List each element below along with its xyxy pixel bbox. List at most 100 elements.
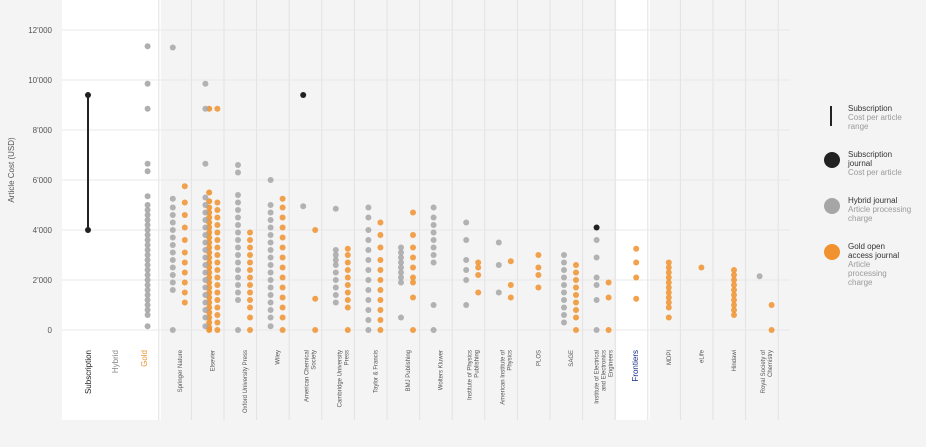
x-category-label: Institute of Electrical <box>595 350 601 404</box>
gold-point <box>344 245 351 252</box>
hybrid-point <box>593 282 600 288</box>
gold-point <box>475 272 482 278</box>
column-highlight <box>616 0 650 420</box>
gold-point <box>573 327 579 333</box>
gold-point <box>535 284 542 291</box>
legend-gold-journal: Gold open access journal Article process… <box>822 242 908 287</box>
hybrid-point <box>561 304 567 311</box>
hybrid-point <box>365 277 372 283</box>
hybrid-point <box>235 222 241 228</box>
gold-point <box>344 297 351 303</box>
hybrid-point <box>235 199 241 206</box>
gold-point <box>665 304 672 311</box>
x-category-label: SAGE <box>569 350 575 367</box>
gold-point <box>573 307 579 313</box>
gold-point <box>344 289 351 296</box>
gold-point <box>214 237 221 243</box>
gold-point <box>181 279 188 286</box>
x-category-label: Engineers <box>609 350 615 377</box>
gold-point <box>377 317 384 323</box>
gold-point <box>410 254 416 261</box>
gold-point <box>377 244 384 251</box>
gold-point <box>731 297 737 303</box>
gold-point <box>279 195 286 202</box>
gold-point <box>410 279 416 286</box>
legend-subtitle: Article processing charge <box>848 260 887 287</box>
gold-point <box>247 274 253 281</box>
gold-point <box>247 282 253 288</box>
gold-point <box>507 282 514 288</box>
hybrid-point <box>398 274 404 281</box>
hybrid-point <box>430 222 437 228</box>
hybrid-point <box>756 273 763 280</box>
x-category-label: MDPI <box>667 350 673 365</box>
gold-point <box>279 234 286 241</box>
hybrid-point <box>365 317 372 323</box>
gold-point <box>312 327 319 333</box>
hybrid-point <box>202 105 209 112</box>
hybrid-point <box>365 204 372 211</box>
hybrid-point <box>430 252 437 258</box>
legend-title: Hybrid journal <box>848 196 898 205</box>
subscription-point <box>300 92 307 98</box>
gold-point <box>344 252 351 258</box>
gold-point <box>377 277 384 283</box>
hybrid-point <box>235 252 241 258</box>
legend-subscription-range: Subscription Cost per article range <box>822 104 908 131</box>
legend-subtitle: Cost per article range <box>848 113 902 131</box>
hybrid-point <box>561 297 567 303</box>
gold-point <box>214 229 221 236</box>
gold-point <box>475 259 482 266</box>
x-category-label: eLife <box>699 349 705 363</box>
hybrid-point <box>202 323 209 330</box>
hybrid-point <box>332 277 339 283</box>
hybrid-point <box>202 307 209 313</box>
gold-point <box>247 252 253 258</box>
legend-hybrid-journal: Hybrid journal Article processing charge <box>822 196 918 223</box>
legend-title: Gold open access journal <box>848 242 900 260</box>
gold-point <box>214 259 221 266</box>
hybrid-point <box>593 274 600 281</box>
gold-point <box>377 287 384 293</box>
hybrid-point <box>463 257 470 263</box>
hybrid-point <box>169 195 176 202</box>
hybrid-point <box>300 203 307 210</box>
hybrid-point <box>463 219 470 226</box>
gold-point <box>206 327 213 333</box>
hybrid-point <box>202 217 209 223</box>
gold-point <box>344 259 351 266</box>
gold-point <box>247 229 253 236</box>
gold-point <box>181 269 188 276</box>
gold-point <box>214 105 221 112</box>
hybrid-point <box>235 244 241 251</box>
y-axis-label: Article Cost (USD) <box>7 137 16 203</box>
gold-point <box>410 294 416 301</box>
gold-point <box>181 212 188 218</box>
gold-point <box>214 207 221 213</box>
gold-point <box>573 299 579 306</box>
gold-point <box>247 244 253 251</box>
hybrid-point <box>561 252 567 258</box>
hybrid-point <box>332 292 339 298</box>
hybrid-point <box>365 297 372 303</box>
hybrid-point <box>495 262 502 268</box>
x-category-label: Oxford University Press <box>243 350 249 413</box>
hybrid-point <box>267 177 274 183</box>
orange-dot-icon <box>824 244 840 260</box>
gold-point <box>181 183 188 190</box>
gold-point <box>633 259 640 266</box>
hybrid-point <box>144 217 151 223</box>
hybrid-point <box>398 259 404 266</box>
gold-point <box>665 284 672 291</box>
gold-point <box>344 267 351 273</box>
gold-point <box>731 312 737 318</box>
gold-point <box>535 272 542 278</box>
hybrid-point <box>332 205 339 212</box>
hybrid-point <box>398 314 404 321</box>
x-category-label: Subscription <box>84 350 93 394</box>
gold-point <box>410 209 416 216</box>
gold-point <box>279 304 286 311</box>
hybrid-point <box>202 269 209 276</box>
hybrid-point <box>267 239 274 246</box>
